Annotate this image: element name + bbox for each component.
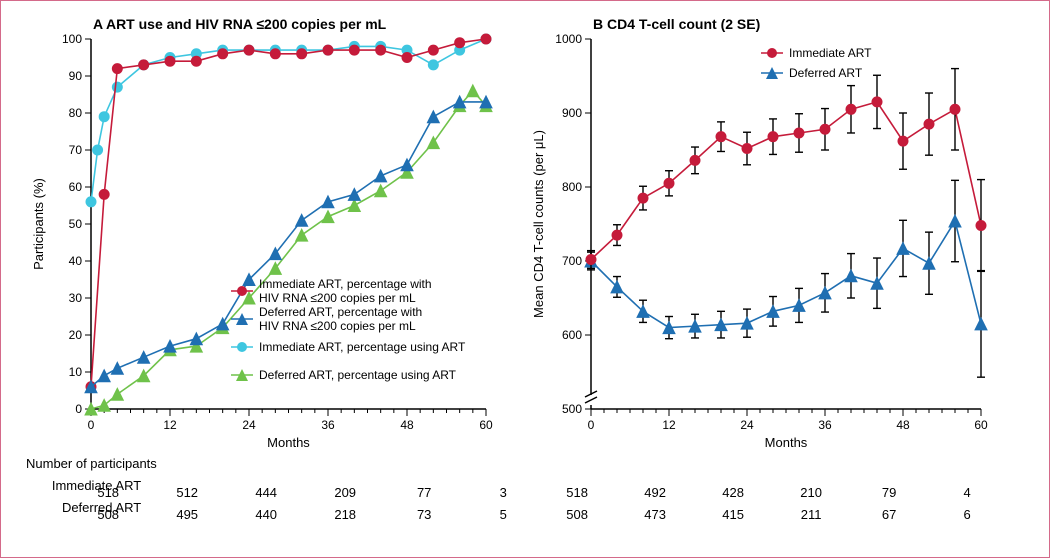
svg-text:Immediate ART: Immediate ART	[789, 46, 872, 60]
svg-text:0: 0	[75, 402, 82, 416]
panel-a: A ART use and HIV RNA ≤200 copies per mL…	[21, 11, 511, 456]
svg-text:36: 36	[321, 418, 335, 432]
svg-text:100: 100	[62, 32, 82, 46]
svg-text:80: 80	[69, 106, 83, 120]
svg-text:Immediate ART, percentage usin: Immediate ART, percentage using ART	[259, 340, 466, 354]
n-cell: 73	[417, 507, 431, 522]
svg-text:12: 12	[163, 418, 177, 432]
svg-text:Immediate ART, percentage with: Immediate ART, percentage with	[259, 277, 432, 291]
n-cell: 440	[255, 507, 277, 522]
svg-text:Deferred ART: Deferred ART	[789, 66, 863, 80]
svg-text:60: 60	[69, 180, 83, 194]
panel-b: B CD4 T-cell count (2 SE)500600700800900…	[511, 11, 1011, 456]
svg-text:30: 30	[69, 291, 83, 305]
svg-text:1000: 1000	[555, 32, 582, 46]
svg-text:48: 48	[400, 418, 414, 432]
svg-text:60: 60	[479, 418, 493, 432]
n-cell: 211	[801, 507, 822, 522]
svg-text:40: 40	[69, 254, 83, 268]
n-table: Immediate ART518512444209773518492428210…	[26, 473, 1049, 519]
svg-text:48: 48	[896, 418, 910, 432]
svg-text:Months: Months	[267, 435, 310, 450]
svg-text:HIV RNA ≤200 copies per mL: HIV RNA ≤200 copies per mL	[259, 319, 416, 333]
figure-frame: { "panelA": { "title": "A ART use and HI…	[0, 0, 1050, 558]
svg-text:Months: Months	[765, 435, 808, 450]
svg-text:20: 20	[69, 328, 83, 342]
svg-text:Mean CD4 T-cell counts (per μL: Mean CD4 T-cell counts (per μL)	[531, 130, 546, 318]
svg-text:800: 800	[562, 180, 582, 194]
chart-b-svg: B CD4 T-cell count (2 SE)500600700800900…	[511, 11, 1011, 451]
row-label: Deferred ART	[28, 497, 141, 517]
svg-text:HIV RNA ≤200 copies per mL: HIV RNA ≤200 copies per mL	[259, 291, 416, 305]
svg-text:10: 10	[69, 365, 83, 379]
n-cell: 67	[882, 507, 896, 522]
svg-text:Deferred ART, percentage with: Deferred ART, percentage with	[259, 305, 422, 319]
svg-text:A ART use and HIV RNA ≤200 c: A ART use and HIV RNA ≤200 copies per mL	[93, 16, 387, 32]
svg-text:60: 60	[974, 418, 988, 432]
svg-text:0: 0	[88, 418, 95, 432]
n-cell: 473	[644, 507, 666, 522]
svg-text:36: 36	[818, 418, 832, 432]
svg-text:700: 700	[562, 254, 582, 268]
n-cell: 5	[500, 507, 507, 522]
svg-text:24: 24	[242, 418, 256, 432]
n-cell: 6	[964, 507, 971, 522]
n-cell: 508	[566, 507, 588, 522]
svg-text:500: 500	[562, 402, 582, 416]
row-label: Immediate ART	[28, 475, 141, 495]
svg-text:70: 70	[69, 143, 83, 157]
chart-a-svg: A ART use and HIV RNA ≤200 copies per mL…	[21, 11, 511, 451]
svg-text:0: 0	[588, 418, 595, 432]
svg-text:B CD4 T-cell count (2 SE): B CD4 T-cell count (2 SE)	[593, 16, 760, 32]
n-cell: 495	[176, 507, 198, 522]
svg-text:50: 50	[69, 217, 83, 231]
n-cell: 518	[97, 485, 119, 500]
n-cell: 508	[97, 507, 119, 522]
svg-text:12: 12	[662, 418, 676, 432]
svg-text:90: 90	[69, 69, 83, 83]
svg-text:Deferred ART, percentage using: Deferred ART, percentage using ART	[259, 368, 457, 382]
table-header: Number of participants	[26, 456, 1049, 471]
svg-text:600: 600	[562, 328, 582, 342]
n-cell: 218	[334, 507, 356, 522]
svg-text:24: 24	[740, 418, 754, 432]
svg-text:900: 900	[562, 106, 582, 120]
n-cell: 415	[722, 507, 744, 522]
svg-text:Participants (%): Participants (%)	[31, 178, 46, 270]
participants-table: Number of participants Immediate ART518 5…	[1, 456, 1049, 519]
